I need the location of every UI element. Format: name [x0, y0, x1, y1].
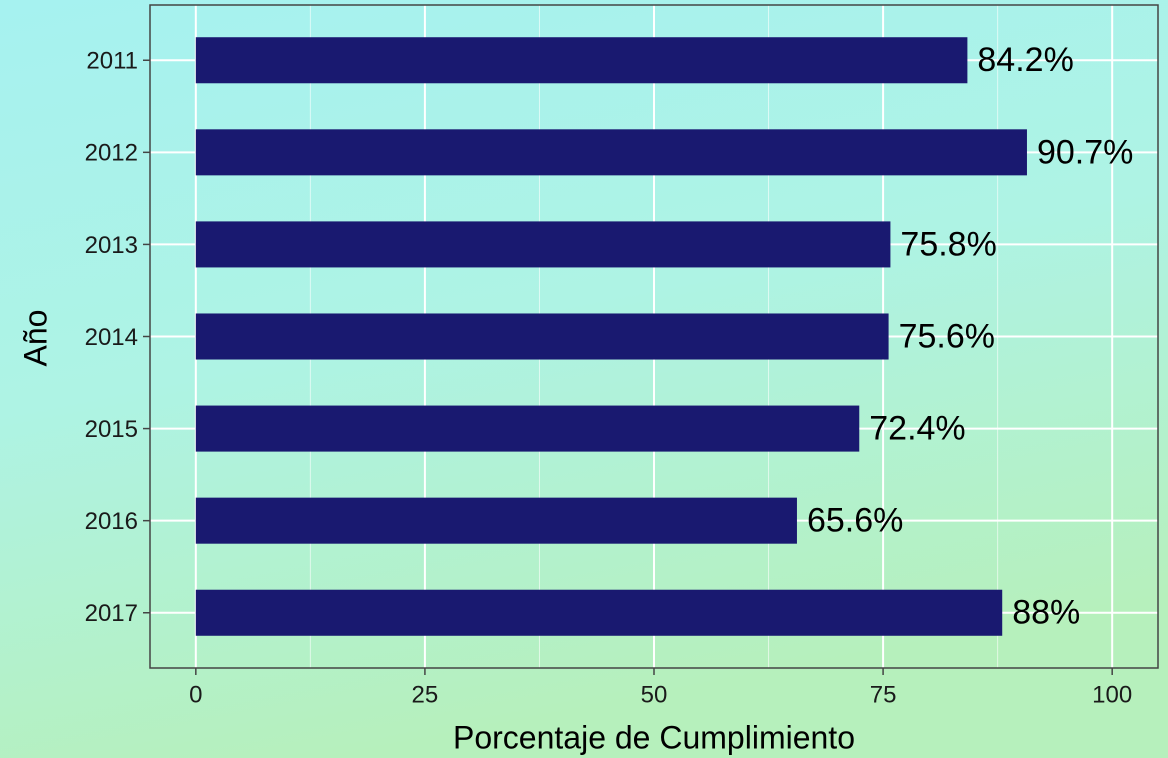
value-label: 75.8% [900, 225, 996, 263]
bar [195, 129, 1027, 176]
value-label: 84.2% [977, 41, 1073, 79]
bar [195, 589, 1003, 636]
x-axis-title: Porcentaje de Cumplimiento [453, 719, 855, 755]
y-tick-label: 2016 [85, 508, 138, 535]
bar [195, 37, 968, 84]
y-tick-label: 2013 [85, 232, 138, 259]
x-tick-label: 0 [189, 681, 202, 708]
x-tick-label: 75 [870, 681, 897, 708]
x-tick-label: 25 [412, 681, 439, 708]
value-label: 75.6% [899, 317, 995, 355]
value-label: 90.7% [1037, 133, 1133, 171]
y-axis-title: Año [17, 310, 53, 367]
value-label: 88% [1012, 594, 1080, 632]
x-tick-label: 50 [641, 681, 668, 708]
y-tick-label: 2011 [86, 48, 138, 75]
bar [195, 313, 889, 360]
bar [195, 497, 797, 544]
y-tick-label: 2017 [85, 600, 138, 627]
y-tick-label: 2014 [85, 324, 138, 351]
value-label: 65.6% [807, 502, 903, 540]
value-label: 72.4% [869, 410, 965, 448]
bar [195, 405, 860, 452]
x-tick-label: 100 [1092, 681, 1132, 708]
bar [195, 221, 891, 268]
y-tick-label: 2012 [85, 140, 138, 167]
y-tick-label: 2015 [85, 416, 138, 443]
